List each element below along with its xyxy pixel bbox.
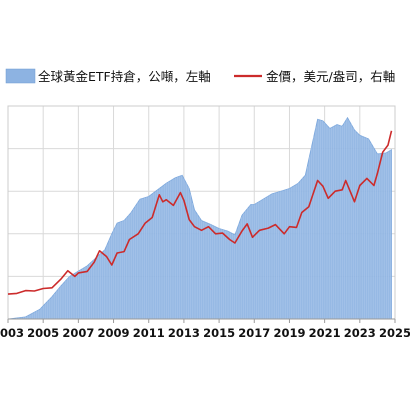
x-tick-label: 2023	[344, 326, 376, 340]
x-tick-label: 2017	[238, 326, 270, 340]
x-tick-label: 2005	[27, 326, 59, 340]
x-tick-label: 2019	[273, 326, 305, 340]
series-line-gold-price	[7, 130, 393, 295]
legend-swatch-etf-holdings	[5, 68, 36, 84]
x-tick-label: 2013	[168, 326, 200, 340]
x-tick-label: 2003	[0, 326, 24, 340]
x-tick-label: 2009	[98, 326, 130, 340]
legend-label-etf-holdings: 全球黃金ETF持倉，公噸，左軸	[38, 69, 211, 84]
x-tick-label: 2025	[379, 326, 410, 340]
gold-price-line-layer	[7, 130, 393, 295]
x-tick-label: 2015	[203, 326, 235, 340]
x-tick-label: 2011	[133, 326, 165, 340]
series-area-etf-holdings	[7, 116, 392, 320]
etf-holdings-area-layer	[7, 116, 392, 320]
legend: 全球黃金ETF持倉，公噸，左軸 金價，美元/盎司，右軸	[5, 68, 395, 84]
x-tick-label: 2007	[62, 326, 94, 340]
legend-label-gold-price: 金價，美元/盎司，右軸	[266, 69, 395, 84]
x-tick-label: 2021	[309, 326, 341, 340]
